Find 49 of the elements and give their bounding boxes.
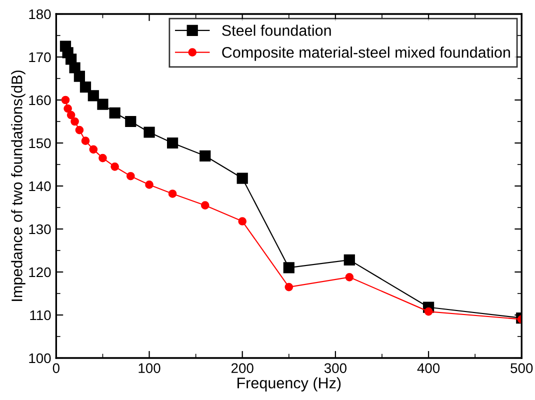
point [145, 180, 154, 189]
point [109, 107, 120, 118]
point [98, 154, 107, 162]
point [89, 145, 98, 154]
point [66, 110, 76, 120]
point [74, 70, 86, 82]
point [70, 117, 79, 126]
point [200, 150, 211, 162]
y-tick-label: 130 [29, 224, 51, 234]
point [238, 217, 247, 226]
x-tick-label: 200 [231, 363, 254, 374]
legend-label: Steel foundation [222, 24, 331, 36]
point [126, 172, 135, 180]
y-tick-label: 120 [29, 267, 51, 278]
point [88, 90, 99, 102]
x-tick-label: 300 [324, 363, 346, 374]
y-tick-label: 110 [30, 310, 51, 320]
point [236, 172, 248, 184]
x-tick-label: 0 [52, 363, 60, 374]
x-tick-label: 500 [510, 363, 533, 374]
point [69, 62, 80, 74]
point [345, 272, 354, 282]
point [110, 162, 119, 171]
legend-label: Composite material-steel mixed foundation [222, 46, 510, 61]
point [284, 282, 294, 292]
y-tick-label: 140 [29, 181, 51, 192]
y-tick-label: 180 [29, 9, 51, 20]
point [166, 137, 178, 149]
x-tick-label: 400 [417, 363, 440, 374]
y-tick-label: 150 [29, 138, 51, 148]
point [81, 136, 90, 146]
x-axis-title: Frequency (Hz) [238, 377, 341, 392]
point [75, 126, 84, 134]
point [61, 96, 70, 104]
y-tick-label: 100 [29, 353, 51, 364]
y-axis-title: Impedance of two foundations(dB) [11, 70, 26, 301]
point [168, 190, 177, 198]
point [200, 201, 210, 210]
point [283, 262, 294, 274]
point [125, 116, 136, 128]
point [64, 104, 72, 113]
y-tick-label: 160 [29, 95, 51, 106]
point [344, 254, 355, 266]
x-tick-label: 100 [138, 363, 160, 374]
point [80, 82, 92, 93]
point [97, 98, 108, 110]
point [424, 307, 433, 316]
y-tick-label: 170 [29, 52, 51, 62]
point [144, 126, 155, 138]
